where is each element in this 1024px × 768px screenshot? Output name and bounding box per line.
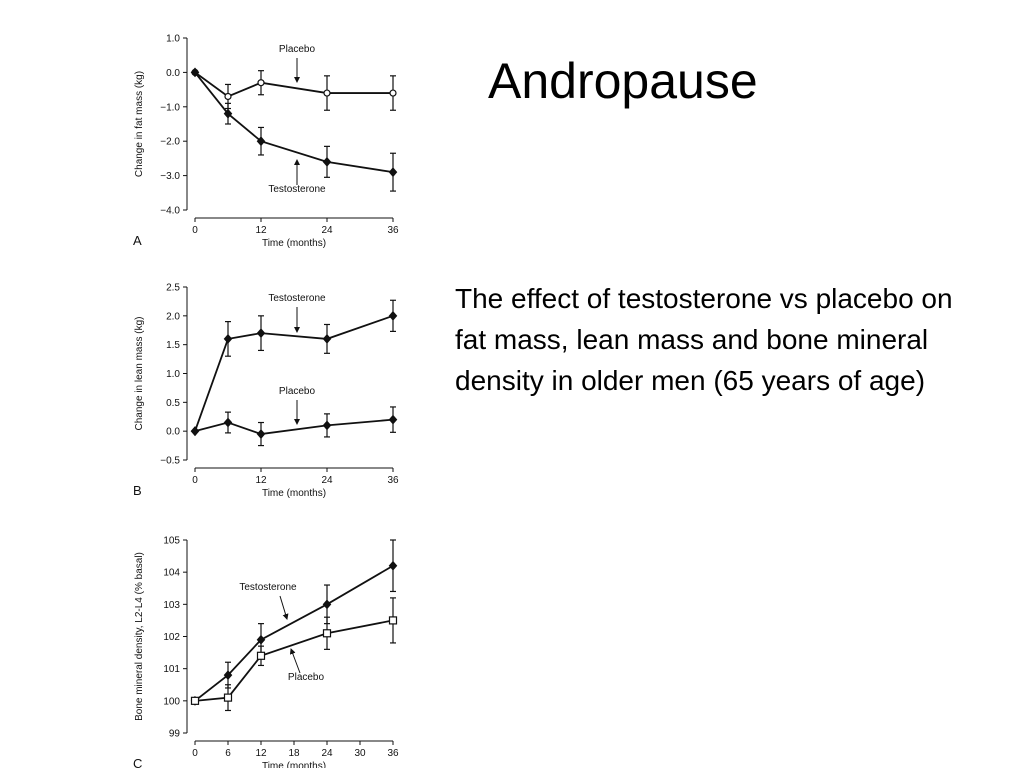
- x-tick-label: 36: [387, 475, 399, 486]
- y-tick-label: 0.0: [166, 427, 180, 438]
- annotation: Testosterone: [239, 582, 297, 593]
- x-tick-label: 36: [387, 225, 399, 236]
- data-point: [190, 426, 200, 437]
- data-point: [223, 670, 233, 681]
- y-tick-label: −0.5: [160, 456, 180, 467]
- data-point: [257, 79, 265, 87]
- x-tick-label: 18: [288, 748, 300, 759]
- data-point: [256, 634, 266, 645]
- annotation: Testosterone: [268, 184, 326, 195]
- y-tick-label: 99: [169, 729, 181, 740]
- y-tick-label: 103: [163, 600, 180, 611]
- x-tick-label: 36: [387, 748, 399, 759]
- y-tick-label: 0.5: [166, 398, 180, 409]
- data-point: [388, 310, 398, 321]
- x-axis-label: Time (months): [262, 238, 326, 249]
- y-tick-label: 104: [163, 568, 180, 579]
- x-tick-label: 12: [255, 225, 267, 236]
- data-point: [322, 333, 332, 344]
- x-axis-label: Time (months): [262, 488, 326, 499]
- x-tick-label: 0: [192, 225, 198, 236]
- annotation: Placebo: [279, 44, 316, 55]
- data-point: [223, 333, 233, 344]
- annotation: Placebo: [279, 386, 316, 397]
- data-point: [256, 136, 266, 147]
- panel-label: B: [133, 483, 142, 498]
- y-tick-label: 2.5: [166, 283, 180, 294]
- data-point: [389, 89, 397, 97]
- annotation: Testosterone: [268, 293, 326, 304]
- annotation-arrow: [289, 648, 301, 674]
- y-tick-label: 1.5: [166, 340, 180, 351]
- slide-body: The effect of testosterone vs placebo on…: [455, 283, 953, 396]
- x-tick-label: 6: [225, 748, 231, 759]
- data-point: [223, 693, 233, 702]
- y-tick-label: 0.0: [166, 68, 180, 79]
- x-tick-label: 12: [255, 748, 267, 759]
- data-point: [322, 420, 332, 431]
- x-tick-label: 24: [321, 748, 333, 759]
- data-point: [388, 167, 398, 178]
- y-tick-label: −3.0: [160, 171, 180, 182]
- y-tick-label: 105: [163, 536, 180, 547]
- panel-label: C: [133, 756, 142, 768]
- data-point: [323, 89, 331, 97]
- x-tick-label: 30: [354, 748, 366, 759]
- x-tick-label: 12: [255, 475, 267, 486]
- data-point: [322, 599, 332, 610]
- data-point: [256, 328, 266, 339]
- annotation-arrow: [279, 595, 289, 620]
- x-tick-label: 24: [321, 475, 333, 486]
- y-tick-label: 102: [163, 632, 180, 643]
- annotation: Placebo: [288, 672, 325, 683]
- y-tick-label: 101: [163, 664, 180, 675]
- data-point: [190, 696, 200, 705]
- series-line: [194, 71, 393, 98]
- data-point: [388, 616, 398, 625]
- y-axis-label: Change in lean mass (kg): [134, 317, 145, 431]
- data-point: [223, 417, 233, 428]
- data-point: [388, 414, 398, 425]
- panel-label: A: [133, 233, 142, 248]
- y-tick-label: 2.0: [166, 311, 180, 322]
- y-tick-label: −2.0: [160, 137, 180, 148]
- y-tick-label: 1.0: [166, 369, 180, 380]
- y-tick-label: −4.0: [160, 206, 180, 217]
- series-line: [194, 619, 394, 702]
- data-point: [256, 429, 266, 439]
- data-point: [322, 156, 332, 167]
- y-tick-label: 100: [163, 696, 180, 707]
- y-tick-label: 1.0: [166, 34, 180, 45]
- data-point: [224, 92, 232, 101]
- y-axis-label: Change in fat mass (kg): [134, 71, 145, 177]
- data-point: [322, 629, 332, 638]
- data-point: [223, 108, 233, 119]
- data-point: [388, 560, 398, 571]
- x-tick-label: 0: [192, 475, 198, 486]
- y-tick-label: −1.0: [160, 102, 180, 113]
- data-point: [190, 67, 200, 78]
- x-tick-label: 24: [321, 225, 333, 236]
- slide-title: Andropause: [488, 53, 758, 109]
- x-tick-label: 0: [192, 748, 198, 759]
- data-point: [256, 651, 266, 660]
- series-line: [194, 314, 394, 432]
- x-axis-label: Time (months): [262, 761, 326, 768]
- y-axis-label: Bone mineral density, L2-L4 (% basal): [134, 552, 145, 721]
